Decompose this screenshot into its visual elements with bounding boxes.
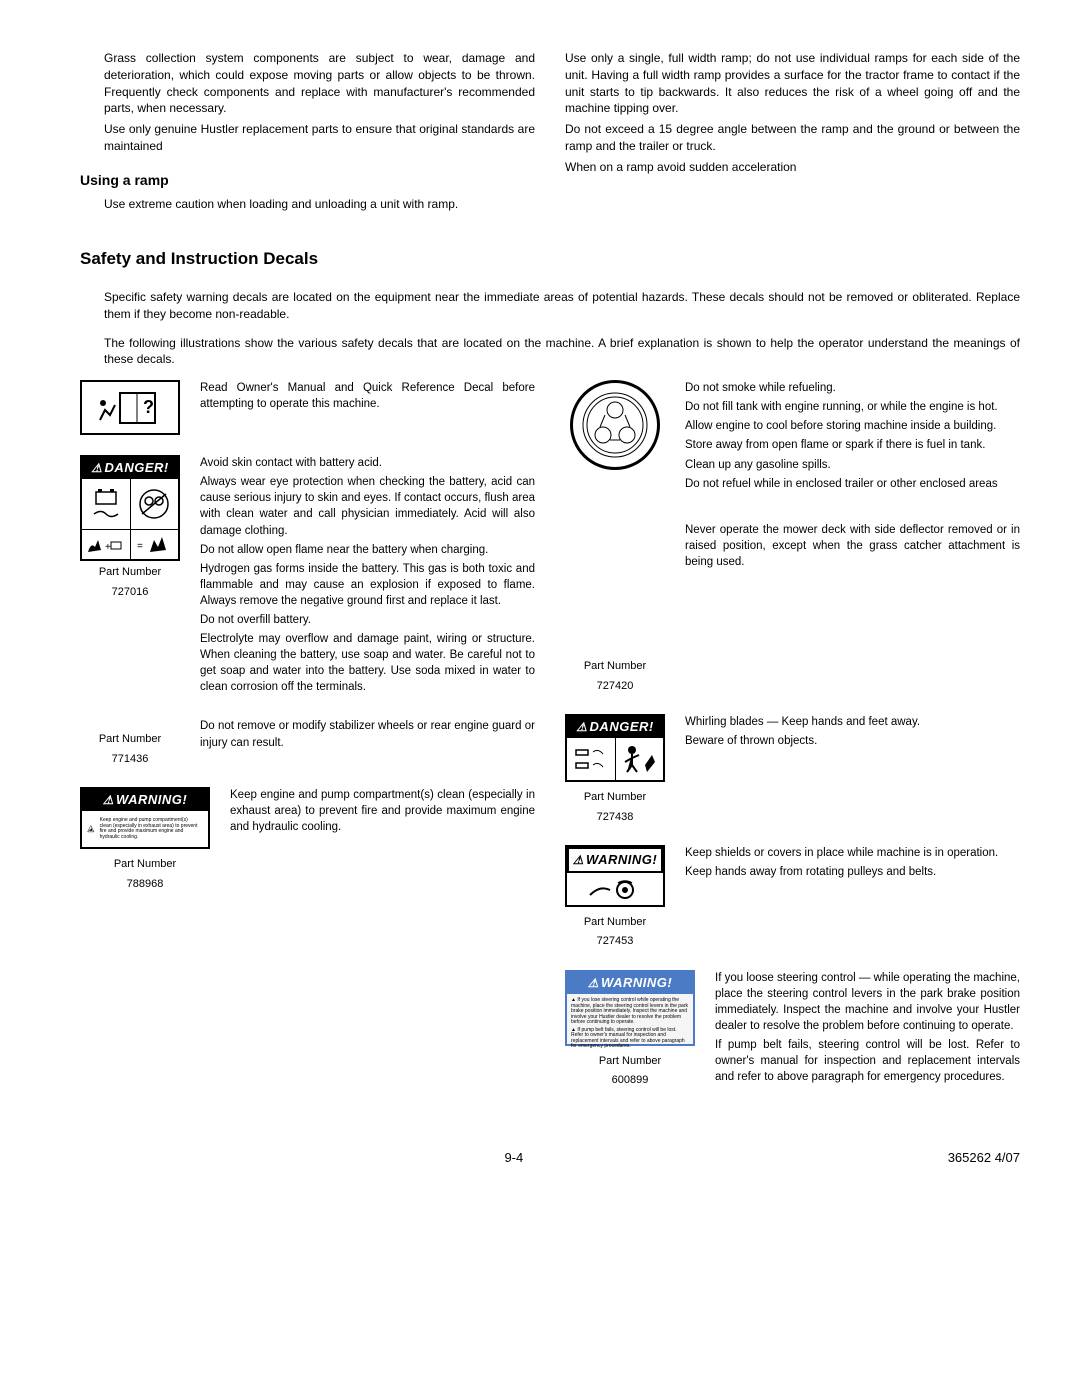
battery-decal-item: ⚠DANGER! (80, 455, 535, 698)
engine-decal-item: ⚠WARNING! Keep engine and pump compartme… (80, 787, 535, 892)
page-footer: 9-4 365262 4/07 (80, 1149, 1020, 1167)
manual-decal-icon: ? (80, 380, 180, 435)
intro-para-1: Specific safety warning decals are locat… (80, 289, 1020, 323)
battery-decal-icon: ⚠DANGER! (80, 455, 180, 600)
blades-decal-icon: ⚠DANGER! (565, 714, 665, 825)
blades-part-number-label: Part Number (565, 790, 665, 805)
steering-part-number: 600899 (565, 1073, 695, 1088)
ramp-angle-text: Do not exceed a 15 degree angle between … (565, 121, 1020, 155)
manual-decal-item: ? Read Owner's Manual and Quick Referenc… (80, 380, 535, 435)
battery-part-number-label: Part Number (80, 565, 180, 580)
fuel-decal-text: Do not smoke while refueling. Do not fil… (685, 380, 1020, 573)
shields-decal-text: Keep shields or covers in place while ma… (685, 845, 1020, 883)
shields-part-number-label: Part Number (565, 915, 665, 930)
blades-decal-text: Whirling blades — Keep hands and feet aw… (685, 714, 1020, 752)
ramp-caution-text: Use extreme caution when loading and unl… (80, 196, 535, 213)
stabilizer-decal-icon: Part Number 771436 (80, 718, 180, 767)
ramp-acceleration-text: When on a ramp avoid sudden acceleration (565, 159, 1020, 176)
shields-decal-item: ⚠WARNING! Part Number 727453 Keep shield… (565, 845, 1020, 950)
stabilizer-part-number: 771436 (80, 752, 180, 767)
fuel-decal-icon: Part Number 727420 (565, 380, 665, 694)
fuel-part-number-label: Part Number (565, 659, 665, 674)
stabilizer-decal-text: Do not remove or modify stabilizer wheel… (200, 718, 535, 753)
engine-part-number-label: Part Number (80, 857, 210, 872)
steering-part-number-label: Part Number (565, 1054, 695, 1069)
steering-decal-icon: ⚠WARNING! ▲ If you lose steering control… (565, 970, 695, 1089)
using-ramp-heading: Using a ramp (80, 171, 535, 191)
shields-decal-icon: ⚠WARNING! Part Number 727453 (565, 845, 665, 950)
page-number: 9-4 (80, 1149, 948, 1167)
top-right-column: Use only a single, full width ramp; do n… (565, 50, 1020, 217)
stabilizer-part-number-label: Part Number (80, 732, 180, 747)
single-ramp-text: Use only a single, full width ramp; do n… (565, 50, 1020, 117)
stabilizer-decal-item: Part Number 771436 Do not remove or modi… (80, 718, 535, 767)
svg-text:+: + (105, 542, 111, 553)
grass-collection-text: Grass collection system components are s… (80, 50, 535, 117)
blades-decal-item: ⚠DANGER! (565, 714, 1020, 825)
engine-part-number: 788968 (80, 877, 210, 892)
engine-decal-icon: ⚠WARNING! Keep engine and pump compartme… (80, 787, 210, 892)
manual-decal-text: Read Owner's Manual and Quick Reference … (200, 380, 535, 415)
hustler-parts-text: Use only genuine Hustler replacement par… (80, 121, 535, 155)
battery-part-number: 727016 (80, 585, 180, 600)
decal-right-column: Part Number 727420 Do not smoke while re… (565, 380, 1020, 1109)
top-left-column: Grass collection system components are s… (80, 50, 535, 217)
blades-part-number: 727438 (565, 810, 665, 825)
main-heading: Safety and Instruction Decals (80, 247, 1020, 271)
svg-text:=: = (137, 541, 143, 552)
fuel-decal-item: Part Number 727420 Do not smoke while re… (565, 380, 1020, 694)
fuel-part-number: 727420 (565, 679, 665, 694)
document-id: 365262 4/07 (948, 1149, 1020, 1167)
battery-decal-text: Avoid skin contact with battery acid. Al… (200, 455, 535, 698)
decal-left-column: ? Read Owner's Manual and Quick Referenc… (80, 380, 535, 1109)
shields-part-number: 727453 (565, 934, 665, 949)
svg-text:?: ? (143, 397, 154, 417)
intro-para-2: The following illustrations show the var… (80, 335, 1020, 369)
steering-decal-item: ⚠WARNING! ▲ If you lose steering control… (565, 970, 1020, 1089)
engine-decal-text: Keep engine and pump compartment(s) clea… (230, 787, 535, 838)
steering-decal-text: If you loose steering control — while op… (715, 970, 1020, 1089)
